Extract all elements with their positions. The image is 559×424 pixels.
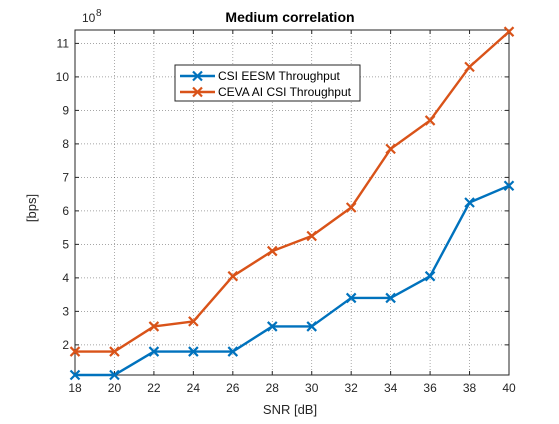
y-tick-label: 10 — [56, 70, 70, 84]
marker-stroke — [345, 202, 357, 213]
x-tick-label: 38 — [463, 381, 477, 395]
marker-stroke — [424, 115, 436, 126]
legend-marker — [192, 86, 203, 98]
y-tick-label: 4 — [62, 271, 69, 285]
series-1-point — [266, 245, 278, 257]
x-axis-label: SNR [dB] — [263, 402, 317, 417]
marker-stroke — [345, 292, 357, 304]
marker-stroke — [503, 180, 515, 192]
series-0-point — [503, 180, 515, 192]
x-tick-label: 32 — [345, 381, 359, 395]
marker-stroke — [385, 143, 396, 155]
x-tick-label: 18 — [68, 381, 82, 395]
y-tick-label: 5 — [62, 237, 69, 251]
marker-stroke — [188, 346, 199, 357]
series-0-point — [424, 270, 436, 282]
y-exponent-power: 8 — [96, 8, 102, 19]
marker-stroke — [503, 26, 515, 37]
series-0-point — [227, 346, 239, 357]
series-1-point — [345, 202, 357, 213]
series-0-point — [109, 369, 120, 381]
legend-items: CSI EESM Throughput CEVA AI CSI Throughpu… — [180, 69, 352, 99]
legend-marker — [192, 70, 203, 82]
series-1-point — [148, 321, 160, 332]
series-1-point — [385, 143, 396, 155]
series-1-point — [227, 270, 239, 282]
marker-stroke — [69, 346, 81, 357]
marker-stroke — [148, 346, 160, 357]
x-tick-label: 30 — [305, 381, 319, 395]
series-layer — [69, 26, 515, 381]
marker-stroke — [192, 70, 203, 82]
marker-stroke — [192, 86, 203, 98]
series-line-1 — [75, 30, 510, 353]
x-tick-label: 34 — [384, 381, 398, 395]
series-0-point — [464, 197, 475, 208]
series-1-point — [69, 346, 81, 357]
y-tick-label: 7 — [62, 170, 69, 184]
chart-title: Medium correlation — [225, 9, 354, 25]
y-tick-label: 9 — [62, 103, 69, 117]
marker-stroke — [188, 316, 199, 327]
marker-stroke — [227, 270, 239, 282]
series-0-point — [148, 346, 160, 357]
series-line-0 — [75, 184, 510, 377]
series-0-point — [188, 346, 199, 357]
y-exponent-base: 10 — [82, 11, 96, 25]
marker-stroke — [227, 346, 239, 357]
y-tick-label: 11 — [57, 36, 70, 50]
series-0-point — [345, 292, 357, 304]
legend-label: CSI EESM Throughput — [218, 69, 341, 83]
marker-stroke — [148, 321, 160, 332]
y-axis-label: [bps] — [24, 194, 39, 222]
y-tick-label: 6 — [62, 204, 69, 218]
marker-stroke — [424, 270, 436, 282]
x-tick-label: 22 — [147, 381, 161, 395]
series-1-point — [464, 61, 475, 73]
series-1-point — [109, 346, 120, 357]
y-tick-label: 8 — [62, 137, 69, 151]
marker-stroke — [385, 292, 396, 304]
marker-stroke — [69, 369, 81, 381]
marker-stroke — [464, 197, 475, 208]
series-0-point — [306, 321, 318, 332]
y-tick-label: 3 — [62, 304, 69, 318]
x-tick-label: 20 — [108, 381, 122, 395]
x-tick-label: 36 — [423, 381, 437, 395]
x-tick-label: 28 — [266, 381, 280, 395]
series-1-point — [306, 230, 318, 242]
marker-stroke — [464, 61, 475, 73]
series-1-point — [424, 115, 436, 126]
series-0-point — [266, 321, 278, 332]
marker-stroke — [109, 346, 120, 357]
series-0-point — [69, 369, 81, 381]
legend-label: CEVA AI CSI Throughput — [218, 85, 352, 99]
y-tick-label: 2 — [62, 338, 69, 352]
x-tick-label: 24 — [187, 381, 201, 395]
marker-stroke — [306, 321, 318, 332]
x-tick-label: 26 — [226, 381, 240, 395]
series-1-point — [503, 26, 515, 37]
legend: CSI EESM Throughput CEVA AI CSI Throughpu… — [174, 64, 361, 102]
series-1-point — [188, 316, 199, 327]
series-0-point — [385, 292, 396, 304]
marker-stroke — [109, 369, 120, 381]
axes-box — [74, 29, 510, 376]
marker-stroke — [266, 321, 278, 332]
y-exponent: 10 8 — [82, 8, 102, 25]
x-tick-label: 40 — [502, 381, 516, 395]
legend-box — [174, 64, 361, 102]
marker-stroke — [306, 230, 318, 242]
marker-stroke — [266, 245, 278, 257]
